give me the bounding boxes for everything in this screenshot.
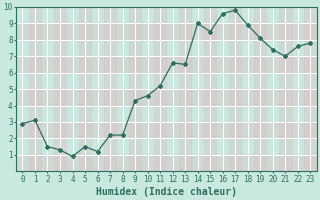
Bar bbox=[279, 7, 292, 171]
X-axis label: Humidex (Indice chaleur): Humidex (Indice chaleur) bbox=[96, 186, 237, 197]
Bar bbox=[29, 7, 41, 171]
Bar bbox=[254, 7, 267, 171]
Bar bbox=[16, 155, 316, 171]
Bar bbox=[204, 7, 216, 171]
Bar bbox=[16, 122, 316, 138]
Bar bbox=[79, 7, 91, 171]
Bar bbox=[229, 7, 242, 171]
Bar bbox=[179, 7, 191, 171]
Bar bbox=[54, 7, 66, 171]
Bar bbox=[16, 23, 316, 40]
Bar bbox=[16, 56, 316, 73]
Bar bbox=[304, 7, 316, 171]
Bar bbox=[16, 89, 316, 106]
Bar bbox=[104, 7, 116, 171]
Bar bbox=[129, 7, 141, 171]
Bar bbox=[154, 7, 166, 171]
